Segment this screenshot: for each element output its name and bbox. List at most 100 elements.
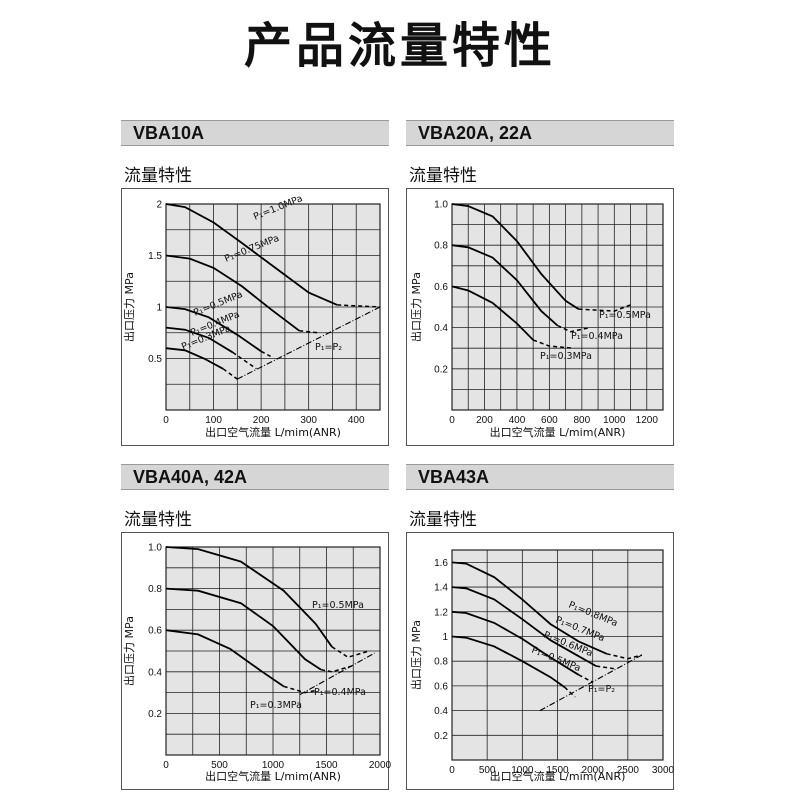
series-label: P₁=0.4MPa xyxy=(571,331,623,342)
series-line-dashed xyxy=(563,686,576,698)
series-line-solid xyxy=(165,254,300,332)
x-tick-label: 200 xyxy=(476,415,493,426)
x-tick-label: 2500 xyxy=(617,765,640,776)
page-title: 产品流量特性 xyxy=(243,18,556,74)
section-header-label: VBA43A xyxy=(418,467,490,487)
series-line-dashed xyxy=(578,674,594,683)
y-tick-label: 1 xyxy=(442,632,448,643)
y-tick-label: 1.5 xyxy=(148,251,162,262)
y-axis-label: 出口压力 MPa xyxy=(409,620,423,690)
x-tick-label: 3000 xyxy=(652,765,675,776)
x-axis-label: 出口空气流量 L/mim(ANR) xyxy=(205,425,341,439)
y-tick-label: 0.6 xyxy=(434,681,448,692)
series-line-solid xyxy=(165,203,338,306)
series-label: P₁=0.3MPa xyxy=(540,351,592,362)
x-tick-label: 300 xyxy=(300,415,317,426)
section-header-vba10a: VBA10A xyxy=(121,120,389,146)
x-axis-label: 出口空气流量 L/mim(ANR) xyxy=(490,425,626,439)
series-line-solid xyxy=(451,610,580,676)
y-tick-label: 0.2 xyxy=(434,364,448,375)
y-tick-label: 1.2 xyxy=(434,607,448,618)
series-line-dashed xyxy=(606,653,643,660)
x-tick-label: 200 xyxy=(253,415,270,426)
chart-1: 0 200 400 600 800 1000 1200 0.2 0.4 0.6 0.8 1.0 出口空气… xyxy=(409,200,664,439)
series-line-solid xyxy=(451,285,534,341)
series-line-dashed xyxy=(222,368,238,380)
chart-subtitle: 流量特性 xyxy=(124,166,192,186)
x-tick-label: 2000 xyxy=(369,760,392,771)
y-tick-label: 0.8 xyxy=(148,584,162,595)
x-tick-label: 1200 xyxy=(636,415,659,426)
y-axis-label: 出口压力 MPa xyxy=(122,616,136,686)
series-line-solid xyxy=(165,587,322,671)
series-line-dashed xyxy=(596,665,614,670)
series-line-dashed xyxy=(299,329,319,334)
series-line-solid xyxy=(165,546,333,648)
series-label: P₁=0.4MPa xyxy=(314,687,366,698)
series-line-solid xyxy=(165,306,262,353)
chart-subtitle: 流量特性 xyxy=(124,510,192,530)
series-line-dashed xyxy=(532,339,574,349)
x-tick-label: 500 xyxy=(479,765,496,776)
section-header-vba40a: VBA40A, 42A xyxy=(121,464,389,490)
y-tick-label: 0.4 xyxy=(434,706,448,717)
series-label: P₁=0.5MPa xyxy=(312,600,364,611)
y-tick-label: 0.4 xyxy=(434,323,448,334)
series-line-solid xyxy=(165,326,234,354)
series-line-dashed xyxy=(320,664,354,673)
x-tick-label: 400 xyxy=(509,415,526,426)
y-tick-label: 0.4 xyxy=(148,667,162,678)
x-tick-label: 400 xyxy=(348,415,365,426)
chart-0: 0 100 200 300 400 0.5 1 1.5 2 出口空气流量 L/mim(ANR) 出口… xyxy=(122,193,381,439)
y-tick-label: 0.2 xyxy=(434,731,448,742)
series-label: P₁=0.3MPa xyxy=(250,700,302,711)
x-tick-label: 0 xyxy=(163,760,169,771)
chart-2: 0 500 1000 1500 2000 0.2 0.4 0.6 0.8 1.0 出口空气流量 L/… xyxy=(122,543,392,784)
x-tick-label: 2000 xyxy=(582,765,605,776)
y-tick-label: 0.6 xyxy=(148,626,162,637)
section-header-label: VBA20A, 22A xyxy=(418,123,533,143)
x-tick-label: 0 xyxy=(449,765,455,776)
y-tick-label: 0.8 xyxy=(434,241,448,252)
y-tick-label: 1.4 xyxy=(434,583,448,594)
x-tick-label: 600 xyxy=(541,415,558,426)
section-header-label: VBA10A xyxy=(133,123,205,143)
series-line-dashed xyxy=(557,324,591,333)
x-tick-label: 1500 xyxy=(315,760,338,771)
y-tick-label: 2 xyxy=(156,200,162,211)
section-header-label: VBA40A, 42A xyxy=(133,467,248,487)
reference-line xyxy=(299,652,375,696)
x-axis-label: 出口空气流量 L/mim(ANR) xyxy=(490,769,626,783)
reference-line xyxy=(237,306,381,380)
x-tick-label: 100 xyxy=(205,415,222,426)
reference-line xyxy=(539,654,643,712)
x-tick-label: 1000 xyxy=(262,760,285,771)
chart-subtitle: 流量特性 xyxy=(409,510,477,530)
chart-subtitle: 流量特性 xyxy=(409,166,477,186)
series-line-dashed xyxy=(578,304,631,312)
series-label: P₁=0.5MPa xyxy=(599,310,651,321)
series-line-solid xyxy=(451,244,559,327)
x-tick-label: 1000 xyxy=(603,415,626,426)
series-line-solid xyxy=(451,561,608,655)
series-line-solid xyxy=(451,635,566,688)
series-line-solid xyxy=(165,347,224,370)
x-tick-label: 1500 xyxy=(546,765,569,776)
x-axis-label: 出口空气流量 L/mim(ANR) xyxy=(205,769,341,783)
x-tick-label: 0 xyxy=(163,415,169,426)
section-header-vba43a: VBA43A xyxy=(406,464,674,490)
y-tick-label: 0.6 xyxy=(434,282,448,293)
chart-3: 0 500 1000 1500 2000 2500 3000 0.2 0.4 0.6 0.8 1 1.2… xyxy=(409,549,675,783)
x-tick-label: 1000 xyxy=(511,765,534,776)
y-tick-label: 0.2 xyxy=(148,709,162,720)
series-line-solid xyxy=(451,586,597,667)
series-line-dashed xyxy=(260,350,271,358)
y-tick-label: 1.6 xyxy=(434,558,448,569)
y-tick-label: 1.0 xyxy=(434,200,448,211)
x-tick-label: 800 xyxy=(574,415,591,426)
y-axis-label: 出口压力 MPa xyxy=(409,272,423,342)
reference-line-label: P₁=P₂ xyxy=(588,684,615,695)
y-tick-label: 0.5 xyxy=(148,354,162,365)
x-tick-label: 500 xyxy=(211,760,228,771)
